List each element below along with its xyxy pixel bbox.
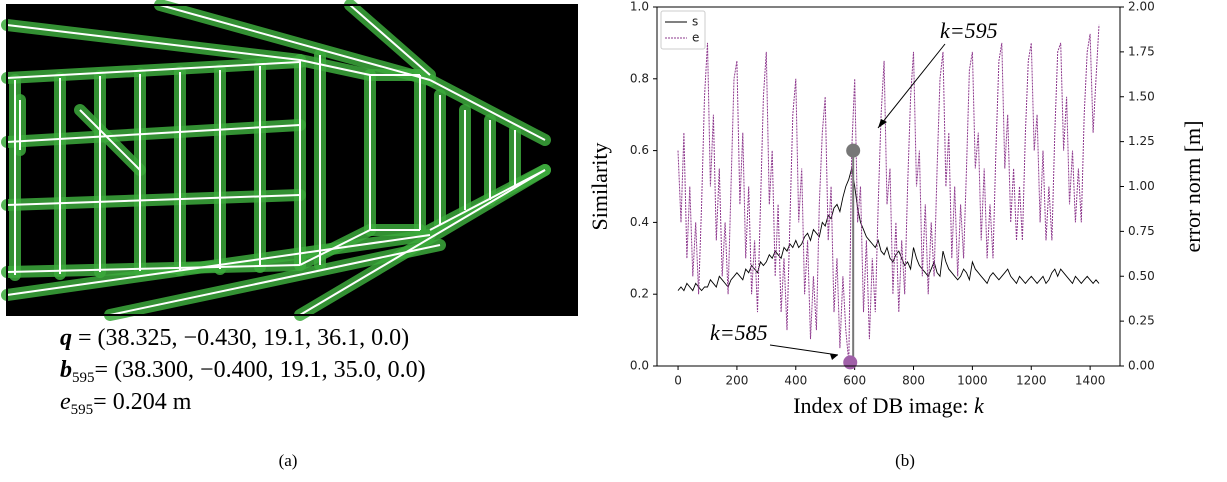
y2-tick-label: 1.75 bbox=[1128, 44, 1155, 58]
y-tick-label: 1.0 bbox=[630, 0, 649, 14]
y-tick-label: 0.4 bbox=[630, 215, 649, 229]
caption-a: q = (38.325, −0.430, 19.1, 36.1, 0.0)b59… bbox=[60, 325, 426, 418]
annotation-label: k=585 bbox=[710, 320, 768, 345]
annotation-arrowhead bbox=[830, 354, 838, 360]
render-edge bbox=[299, 169, 546, 316]
render-edge bbox=[6, 194, 301, 206]
render-edge bbox=[6, 124, 301, 143]
y2-tick-label: 0.50 bbox=[1128, 269, 1155, 283]
caption-line: e595= 0.204 m bbox=[60, 389, 192, 418]
plot-frame bbox=[656, 6, 1121, 367]
y-tick-label: 0.8 bbox=[630, 71, 649, 85]
caption-symbol: q bbox=[60, 325, 72, 351]
x-tick-label: 1000 bbox=[957, 374, 988, 388]
panel-label: (b) bbox=[895, 451, 915, 470]
annotation-arrow bbox=[769, 344, 839, 356]
caption-line: q = (38.325, −0.430, 19.1, 36.1, 0.0) bbox=[60, 325, 409, 351]
caption-text: = (38.325, −0.430, 19.1, 36.1, 0.0) bbox=[72, 325, 409, 351]
render-edge bbox=[6, 264, 301, 273]
y2-tick-label: 1.25 bbox=[1128, 134, 1155, 148]
x-tick-label: 1400 bbox=[1075, 374, 1106, 388]
caption-subscript: 595 bbox=[71, 402, 94, 418]
annotation-label: k=595 bbox=[940, 18, 998, 43]
y2-tick-label: 2.00 bbox=[1128, 0, 1155, 14]
y-tick-label: 0.0 bbox=[630, 359, 649, 373]
y2-tick-label: 0.25 bbox=[1128, 314, 1155, 328]
caption-text: = (38.300, −0.400, 19.1, 35.0, 0.0) bbox=[95, 357, 426, 383]
annotation-arrowhead bbox=[878, 119, 887, 128]
x-axis-label: Index of DB image: k bbox=[793, 393, 985, 418]
caption-symbol: b bbox=[60, 357, 72, 383]
x-tick-label: 800 bbox=[902, 374, 925, 388]
render-edge bbox=[299, 59, 371, 76]
x-tick-label: 200 bbox=[725, 374, 748, 388]
y-tick-label: 0.2 bbox=[630, 287, 649, 301]
x-tick-label: 1200 bbox=[1016, 374, 1047, 388]
caption-text: = 0.204 m bbox=[93, 389, 192, 415]
render-frame bbox=[6, 4, 578, 316]
x-tick-label: 600 bbox=[843, 374, 866, 388]
x-axis-label-text: Index of DB image: bbox=[793, 393, 974, 418]
y2-tick-label: 0.00 bbox=[1128, 359, 1155, 373]
legend-label: s bbox=[692, 15, 698, 29]
caption-line: b595= (38.300, −0.400, 19.1, 35.0, 0.0) bbox=[60, 357, 426, 386]
annotation-arrow bbox=[877, 43, 946, 129]
render-edge bbox=[159, 4, 431, 81]
render-edge bbox=[6, 61, 301, 79]
series-line bbox=[677, 24, 1100, 363]
y2-tick-label: 1.00 bbox=[1128, 179, 1155, 193]
y2-axis-label: error norm [m] bbox=[1180, 121, 1205, 253]
render-edge bbox=[6, 24, 301, 61]
render-edge bbox=[429, 79, 546, 141]
panel-label: (a) bbox=[279, 451, 298, 470]
render-edge bbox=[79, 109, 141, 171]
y-tick-label: 0.6 bbox=[630, 143, 649, 157]
legend-box bbox=[660, 10, 706, 50]
annotation-marker bbox=[846, 143, 861, 158]
render-edge bbox=[429, 169, 546, 231]
y2-tick-label: 0.75 bbox=[1128, 224, 1155, 238]
chart: 0 200 400 600 800 1000 1200 1400 0.0 0.2 0.4 0.6 0.8… bbox=[587, 0, 1205, 418]
rendered-view bbox=[1, 0, 578, 321]
render-edge bbox=[109, 244, 441, 316]
annotation-marker bbox=[843, 355, 858, 370]
caption-symbol: e bbox=[60, 389, 71, 415]
x-tick-label: 400 bbox=[784, 374, 807, 388]
x-axis-label-var: k bbox=[974, 393, 985, 418]
y-axis-label: Similarity bbox=[587, 143, 612, 231]
x-tick-label: 0 bbox=[674, 374, 682, 388]
legend-label: e bbox=[692, 31, 699, 45]
render-edge bbox=[349, 4, 431, 76]
y2-tick-label: 1.50 bbox=[1128, 89, 1155, 103]
caption-subscript: 595 bbox=[72, 370, 95, 386]
series-line bbox=[677, 168, 1100, 292]
render-edge bbox=[6, 234, 431, 296]
